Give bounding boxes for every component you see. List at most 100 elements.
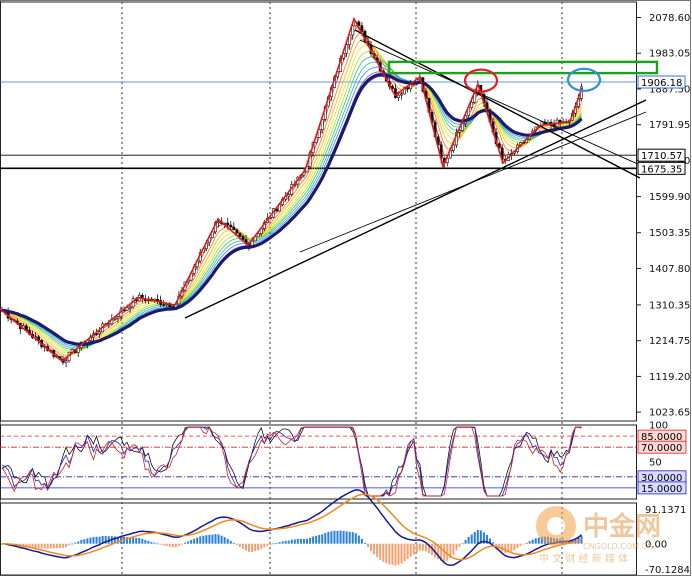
macd-histogram-bar [174,543,177,548]
ribbon-ma-line [1,61,582,349]
macd-histogram-bar [254,543,257,552]
macd-histogram-bar [104,535,107,544]
support-trendline-inner [299,111,647,253]
macd-histogram-bar [135,537,138,544]
macd-histogram-bar [476,529,479,544]
macd-histogram-bar [318,535,321,544]
macd-histogram-bar [266,543,269,546]
macd-histogram-bar [177,543,180,546]
macd-histogram-bar [449,543,452,559]
macd-histogram-bar [34,543,37,549]
macd-histogram-bar [397,543,400,565]
macd-histogram-bar [312,536,315,544]
macd-histogram-bar [235,543,238,546]
macd-histogram-bar [74,542,77,544]
resistance-trendline [354,29,641,179]
macd-histogram-bar [516,543,519,548]
macd-histogram-bar [458,543,461,547]
macd-histogram-bar [495,543,498,546]
macd-histogram-bar [281,541,284,544]
macd-histogram-bar [55,543,58,549]
macd-histogram-bar [58,543,61,548]
macd-signal-line [2,493,582,561]
candlestick [229,221,233,230]
price-tick-label: 1214.75 [649,336,690,347]
candlestick [116,315,120,323]
price-level-badge [637,161,686,175]
macd-histogram-bar [345,531,348,544]
candlestick [406,87,410,93]
macd-histogram-bar [519,543,522,546]
macd-lines [1,489,582,567]
oscillator-line [1,426,582,497]
macd-histogram-bar [498,543,501,549]
oscillator-level-badge-text: 85.0000 [641,432,682,443]
macd-histogram-bar [71,543,74,545]
macd-histogram-bar [37,543,40,549]
macd-histogram-bar [299,538,302,544]
macd-histogram-bar [49,543,52,549]
macd-histogram-bar [144,540,147,544]
oscillator-line [1,426,582,497]
macd-histogram-bar [525,542,528,544]
macd-histogram-bar [437,543,440,560]
price-tick-label: 1310.35 [649,300,690,311]
macd-histogram-bar [382,543,385,562]
macd-histogram-bar [263,543,266,548]
macd-histogram-bar [95,536,98,544]
macd-tick-label: -70.1284 [645,565,690,576]
macd-histogram-bar [46,543,49,549]
macd-histogram-bar [232,542,235,544]
macd-histogram-bar [80,539,83,544]
macd-histogram-bar [306,539,308,544]
macd-histogram-bar [86,538,89,544]
price-tick-label: 1119.20 [649,372,690,383]
oscillator-line [1,426,582,497]
macd-histogram-bar [339,530,342,544]
price-tick-label: 1503.35 [649,228,690,239]
macd-histogram-bar [153,542,156,544]
price-tick-label: 2078.60 [649,13,690,24]
macd-histogram-bar [534,538,537,544]
support-trendline [184,99,647,319]
macd-histogram-bar [403,543,406,562]
price-tick-label: 1887.50 [649,84,690,95]
macd-histogram-bar [248,543,251,552]
macd-histogram-bar [147,540,150,544]
macd-histogram-bar [28,543,31,548]
macd-histogram-bar [531,539,534,544]
oscillator-level-badge [637,481,687,495]
macd-histogram-bar [537,537,540,544]
macd-histogram-bar [275,542,278,544]
macd-histogram-bar [226,538,229,544]
macd-histogram-bar [184,542,186,544]
oscillator-axis: 100 50 [649,421,668,469]
oscillator-panel-frame [0,424,637,500]
macd-histogram-bar [428,543,430,554]
macd-line [1,489,582,567]
macd-histogram-bar [77,541,80,544]
macd-histogram-bar [330,531,333,544]
macd-histogram-bar [132,537,135,544]
macd-histogram-bar [284,540,287,544]
macd-histogram-bar [485,534,488,544]
macd-histogram-bar [501,543,504,552]
macd-histogram-bar [391,543,394,565]
macd-tick-label: 91.1371 [645,505,686,516]
macd-histogram-bar [367,543,369,547]
macd-histogram-bar [336,530,339,544]
candlestick [67,351,71,363]
macd-histogram-bar [62,543,64,548]
macd-histogram-bar [568,540,571,544]
macd-histogram-bar [92,536,95,544]
macd-histogram-bar [202,535,205,544]
macd-histogram-bar [296,539,299,544]
macd-histogram-bar [150,541,153,544]
price-level-badge-text: 1710.57 [641,151,682,162]
macd-histogram-bar [217,534,220,544]
macd-histogram-bar [522,543,525,545]
macd-histogram-bar [424,543,427,552]
resistance-box [387,60,659,75]
macd-histogram-bar [461,543,464,545]
